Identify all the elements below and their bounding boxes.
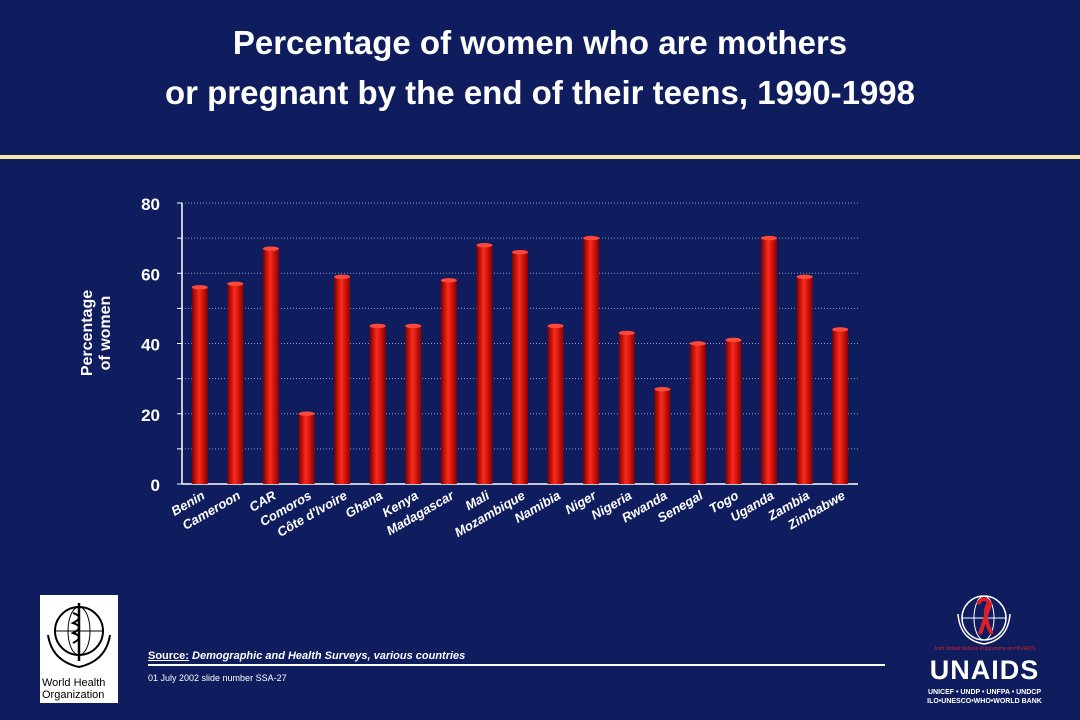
source-note: Source: Demographic and Health Surveys, … [148,650,465,662]
bar-cap-12 [618,330,635,336]
bar-cap-14 [689,341,706,346]
bar-10 [547,325,564,484]
bar-12 [618,332,635,484]
bar-cap-0 [191,285,208,290]
bar-8 [476,245,493,484]
y-tick-label: 80 [141,195,160,214]
title-line-2: or pregnant by the end of their teens, 1… [164,74,916,111]
y-axis-label: Percentageof women [79,290,114,376]
source-text: Demographic and Health Surveys, various … [192,650,466,662]
y-tick-label: 0 [151,476,160,495]
bar-cap-8 [476,242,493,248]
y-tick-label: 40 [141,336,160,355]
title-line-1: Percentage of women who are mothers [232,24,848,61]
y-tick-label: 20 [141,406,160,425]
bar-16 [761,238,778,484]
bar-cap-10 [547,323,564,329]
who-emblem-icon [47,603,111,669]
unaids-tagline: Joint United Nations Programme on HIV/AI… [933,646,1036,652]
category-label: Ghana [343,488,386,521]
bar-cap-2 [262,246,279,251]
bars [191,235,849,484]
bar-18 [832,329,849,484]
bar-9 [512,252,528,484]
bar-17 [796,276,813,484]
bar-cap-9 [512,249,528,255]
bar-7 [440,280,457,484]
bar-cap-3 [298,411,315,416]
who-logo: World Health Organization [40,595,118,703]
bar-13 [654,389,671,484]
axes: 0 20 40 60 80 [141,195,858,495]
unaids-cosponsors-2: ILO•UNESCO•WHO•WORLD BANK [927,698,1042,705]
bar-4 [334,276,351,484]
bar-cap-6 [405,323,422,329]
bar-15 [725,339,742,484]
chart-title: Percentage of women who are mothers or p… [0,18,1080,118]
source-label: Source: [148,650,189,662]
unaids-name: UNAIDS [929,655,1040,685]
bar-cap-17 [796,274,813,279]
bar-14 [689,343,706,484]
bar-cap-18 [832,327,849,332]
title-divider [0,155,1080,159]
bar-cap-16 [761,235,778,241]
source-divider [148,664,885,666]
bar-cap-13 [654,386,671,392]
y-tick-label: 60 [141,265,160,284]
who-org-name: World Health Organization [42,677,106,701]
bar-5 [369,325,386,484]
slide-number: 01 July 2002 slide number SSA-27 [148,673,287,683]
unaids-logo: Joint United Nations Programme on HIV/AI… [922,590,1047,708]
bar-11 [583,238,600,484]
bar-cap-1 [227,281,244,286]
bar-cap-5 [369,323,386,329]
unaids-cosponsors-1: UNICEF • UNDP • UNFPA • UNDCP [927,689,1041,696]
bar-cap-7 [440,278,457,283]
bar-3 [298,413,315,484]
bar-cap-4 [334,274,351,279]
bar-0 [191,287,208,484]
bar-2 [262,248,279,484]
un-emblem-icon [957,595,1011,645]
bar-6 [405,325,422,484]
bar-cap-11 [583,235,600,241]
bar-1 [227,283,244,484]
bar-cap-15 [725,337,742,343]
